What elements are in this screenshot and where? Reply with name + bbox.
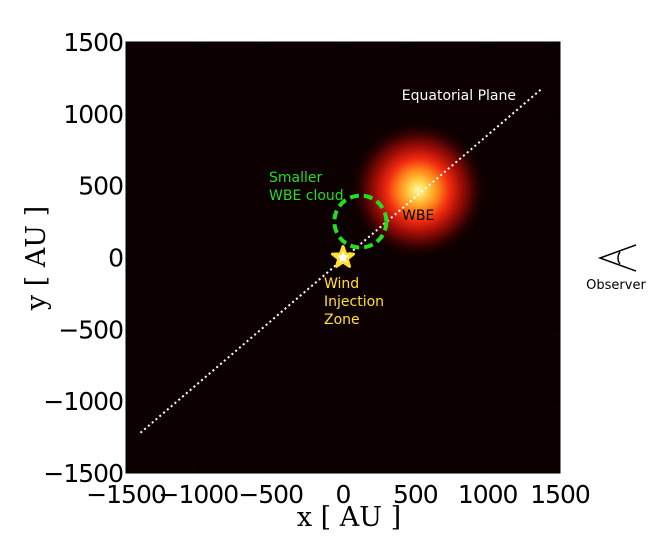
- x-tick-label: −500: [238, 480, 303, 509]
- x-tick-label: 500: [393, 480, 438, 509]
- wbe-blob: [348, 120, 488, 260]
- smaller-wbe-cloud-label-line: Smaller: [269, 170, 322, 186]
- equatorial-plane-line: [139, 87, 544, 434]
- x-tick-label: 1500: [530, 480, 590, 509]
- x-axis-label: x [ AU ]: [297, 502, 401, 533]
- smaller-wbe-cloud-label: Smaller WBE cloud: [269, 170, 344, 204]
- observer-eye-icon: [597, 244, 637, 272]
- wind-injection-zone-label-line: Injection: [324, 294, 384, 310]
- y-tick-label: −1000: [43, 387, 123, 416]
- wind-injection-star: [331, 245, 355, 268]
- tick-marks: −1500−1000 −500 0 500 1000 1500150010005000−5…: [43, 28, 590, 509]
- smaller-wbe-cloud-circle: [332, 193, 389, 250]
- y-tick-label: 1000: [63, 100, 123, 129]
- y-tick-label: 1500: [63, 28, 123, 57]
- x-tick-label: 0: [336, 480, 351, 509]
- equatorial-plane-label: Equatorial Plane: [402, 88, 516, 104]
- wind-injection-zone-label: Wind Injection Zone: [324, 276, 388, 328]
- x-tick-label: 1000: [458, 480, 518, 509]
- observer-label: Observer: [586, 278, 646, 293]
- y-tick-label: 500: [78, 172, 123, 201]
- y-tick-label: 0: [108, 244, 123, 273]
- x-tick-label: −1500: [86, 480, 166, 509]
- observer-eye-icon: [597, 244, 637, 272]
- y-tick-label: −500: [58, 315, 123, 344]
- x-tick-label: −1000: [159, 480, 239, 509]
- wind-injection-zone-label-line: Zone: [324, 312, 360, 328]
- y-axis-label: y [ AU ]: [21, 206, 52, 311]
- wbe-label: WBE: [402, 208, 434, 224]
- y-tick-label: −1500: [43, 459, 123, 488]
- smaller-wbe-cloud-label-line: WBE cloud: [269, 188, 344, 204]
- wind-injection-zone-label-line: Wind: [324, 276, 359, 292]
